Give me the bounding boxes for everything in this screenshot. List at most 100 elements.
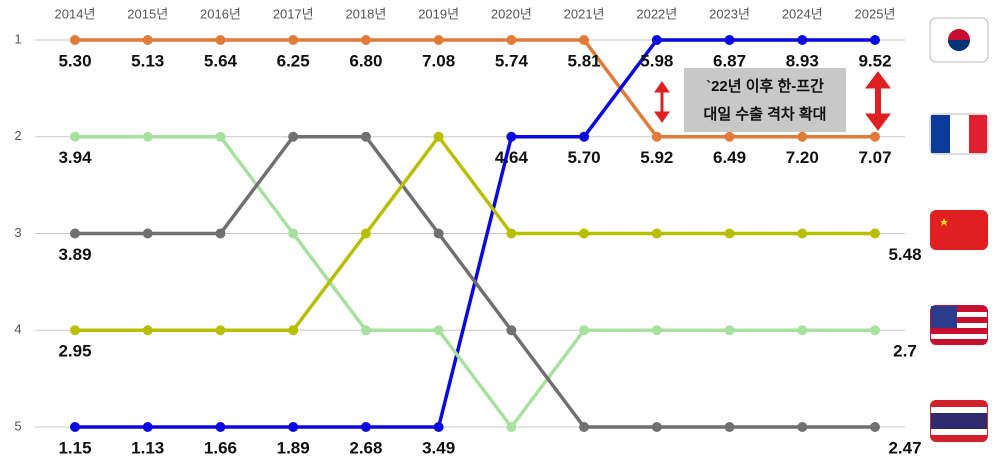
point xyxy=(870,131,880,142)
point xyxy=(433,228,444,239)
point xyxy=(651,325,662,336)
plot: 1 2 3 4 5 2014년 2015년 2016년 2017년 2018년 2019년 2020년… xyxy=(14,6,921,457)
point xyxy=(797,325,808,336)
data-label: 2.95 xyxy=(58,342,91,361)
point xyxy=(70,131,80,142)
annotation-box xyxy=(684,68,846,132)
x-tick-label: 2019년 xyxy=(418,6,459,21)
point xyxy=(433,325,444,336)
annotation: 대일 수출 격차 확대 xyxy=(704,105,827,123)
point xyxy=(360,228,371,239)
data-label: 6.25 xyxy=(277,51,310,70)
data-label: 2.68 xyxy=(349,438,382,457)
point xyxy=(579,228,590,239)
data-label: 1.15 xyxy=(58,438,91,457)
x-tick-label: 2023년 xyxy=(709,6,750,21)
data-label: 5.81 xyxy=(568,51,601,70)
point xyxy=(70,422,80,432)
point xyxy=(579,35,590,45)
data-label: 3.94 xyxy=(58,148,92,167)
data-label: 6.49 xyxy=(713,148,746,167)
point xyxy=(360,35,371,45)
point xyxy=(288,325,299,336)
point xyxy=(797,35,808,45)
point xyxy=(579,131,590,142)
point xyxy=(724,131,735,142)
point xyxy=(70,228,80,239)
point xyxy=(142,228,153,239)
point xyxy=(870,35,880,45)
point xyxy=(724,35,735,45)
x-tick-label: 2022년 xyxy=(636,6,677,21)
point xyxy=(724,422,735,432)
data-label: 5.74 xyxy=(495,51,529,70)
y-tick-label: 1 xyxy=(14,31,21,46)
point xyxy=(797,422,808,432)
series-line xyxy=(75,135,875,430)
flags xyxy=(929,17,989,442)
point xyxy=(506,228,517,239)
point xyxy=(506,35,517,45)
point xyxy=(870,422,880,432)
point xyxy=(433,35,444,45)
data-label: 1.89 xyxy=(277,438,310,457)
y-tick-label: 2 xyxy=(14,128,21,143)
point xyxy=(360,325,371,336)
point xyxy=(142,35,153,45)
data-label: 3.89 xyxy=(58,245,91,264)
point xyxy=(651,35,662,45)
data-label: 9.52 xyxy=(858,51,891,70)
point xyxy=(579,325,590,336)
point xyxy=(651,131,662,142)
arrow xyxy=(654,71,891,131)
x-tick-label: 2025년 xyxy=(855,6,896,21)
point xyxy=(506,131,517,142)
data-label: 3.49 xyxy=(422,438,455,457)
point xyxy=(797,131,808,142)
data-label: 6.87 xyxy=(713,51,746,70)
data-label: 5.92 xyxy=(640,148,673,167)
data-label: 1.66 xyxy=(204,438,237,457)
point xyxy=(142,422,153,432)
point xyxy=(288,131,299,142)
data-label: 8.93 xyxy=(786,51,819,70)
data-label: 5.98 xyxy=(640,51,673,70)
point xyxy=(215,35,226,45)
data-label: 5.13 xyxy=(131,51,164,70)
annotation: `22년 이후 한-프간 xyxy=(706,78,824,95)
point xyxy=(288,228,299,239)
data-label: 5.64 xyxy=(204,51,238,70)
data-label: 5.70 xyxy=(568,148,601,167)
x-tick-label: 2021년 xyxy=(564,6,605,21)
point xyxy=(651,228,662,239)
point xyxy=(142,325,153,336)
point xyxy=(506,325,517,336)
y-tick-label: 4 xyxy=(14,322,21,337)
data-label: 7.20 xyxy=(786,148,819,167)
x-tick-label: 2016년 xyxy=(200,6,241,21)
data-label: 1.13 xyxy=(131,438,164,457)
point xyxy=(870,325,880,336)
y-tick-label: 3 xyxy=(14,225,21,240)
point xyxy=(506,422,517,432)
series-line xyxy=(75,133,875,332)
series-line xyxy=(75,38,875,139)
series-line xyxy=(75,135,875,429)
data-label: 6.80 xyxy=(349,51,382,70)
point xyxy=(142,131,153,142)
data-label: 4.64 xyxy=(495,148,529,167)
point xyxy=(215,325,226,336)
point xyxy=(215,422,226,432)
point xyxy=(70,35,80,45)
x-tick-label: 2020년 xyxy=(491,6,532,21)
x-tick-label: 2017년 xyxy=(273,6,314,21)
y-tick-label: 5 xyxy=(14,418,21,433)
point xyxy=(797,228,808,239)
data-label: 5.48 xyxy=(888,245,921,264)
point xyxy=(288,422,299,432)
point xyxy=(433,422,444,432)
point xyxy=(215,228,226,239)
point xyxy=(724,325,735,336)
point xyxy=(579,422,590,432)
